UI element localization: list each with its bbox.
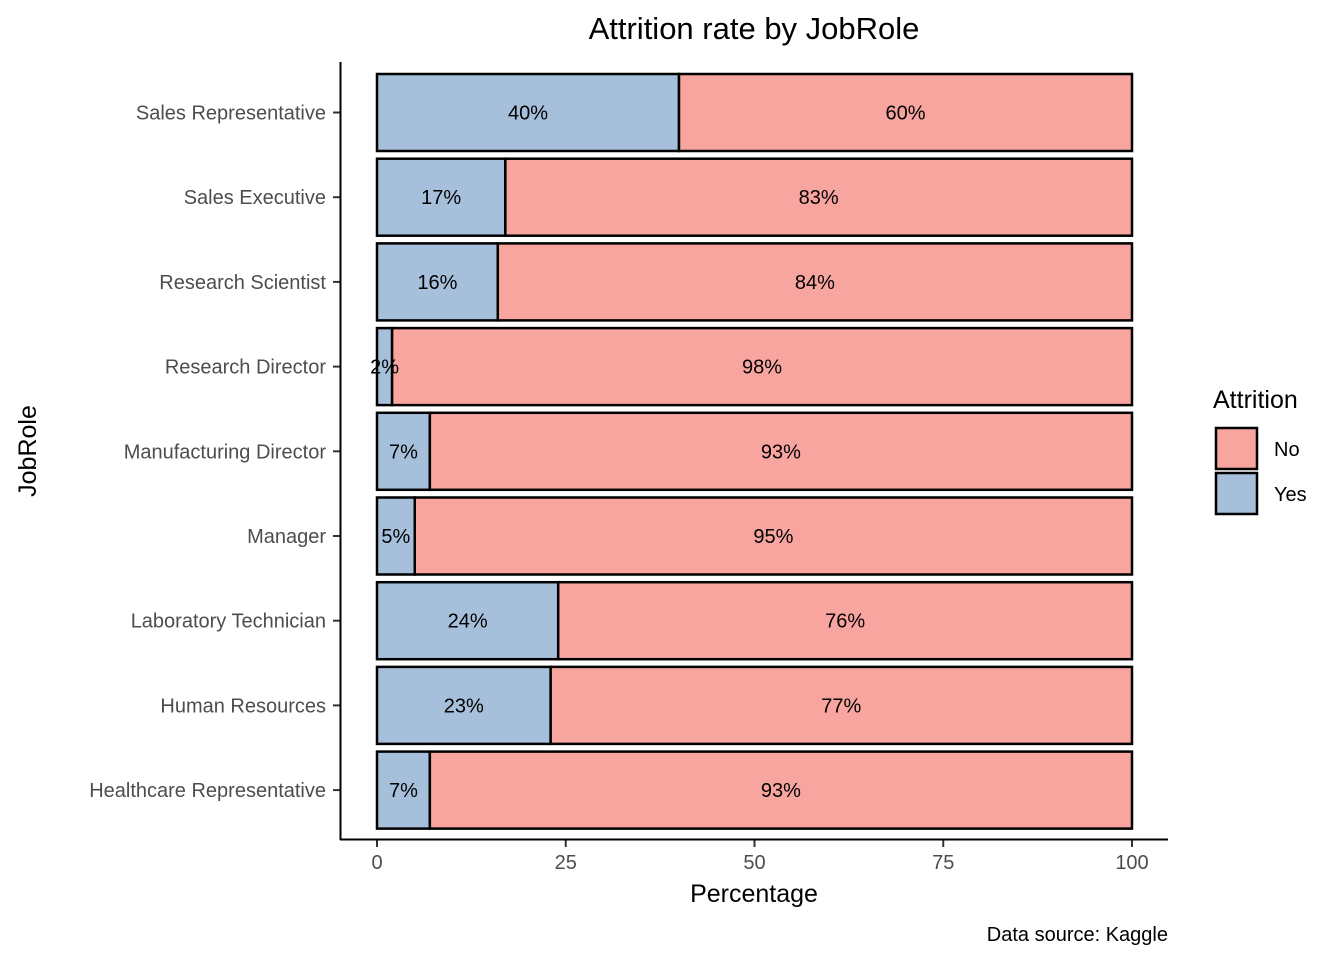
chart-title: Attrition rate by JobRole	[589, 11, 920, 46]
bar-laboratory-technician-yes	[375, 580, 560, 661]
y-tick-label: Research Director	[165, 357, 327, 379]
bar-laboratory-technician-no	[556, 580, 1134, 661]
y-tick-label: Healthcare Representative	[89, 780, 326, 802]
legend-label-no: No	[1274, 439, 1300, 461]
bar-sales-representative-no	[677, 72, 1134, 153]
x-tick-label: 100	[1115, 852, 1148, 874]
bar-label-manager-yes: 5%	[381, 526, 410, 548]
y-tick-label: Research Scientist	[159, 272, 326, 294]
bar-label-manager-no: 95%	[753, 526, 793, 548]
bar-label-sales-executive-yes: 17%	[421, 187, 461, 209]
x-tick-label: 0	[371, 852, 382, 874]
x-axis-title: Percentage	[690, 880, 818, 908]
bar-sales-executive-yes	[375, 157, 507, 237]
caption: Data source: Kaggle	[987, 924, 1168, 946]
legend-label-yes: Yes	[1274, 484, 1307, 506]
bar-label-manufacturing-director-yes: 7%	[389, 441, 418, 463]
legend-title: Attrition	[1213, 386, 1298, 414]
bar-manager-yes	[375, 496, 416, 576]
bar-healthcare-representative-yes	[375, 750, 432, 830]
bar-manufacturing-director-no	[428, 411, 1134, 492]
bar-label-sales-representative-no: 60%	[885, 103, 925, 125]
x-tick-label: 75	[932, 852, 954, 874]
bar-label-laboratory-technician-yes: 24%	[448, 611, 488, 633]
bar-human-resources-no	[549, 665, 1134, 746]
bar-label-sales-executive-no: 83%	[799, 187, 839, 209]
bar-healthcare-representative-no	[428, 750, 1134, 830]
bar-label-human-resources-yes: 23%	[444, 695, 484, 717]
y-tick-label: Manufacturing Director	[124, 441, 327, 463]
y-tick-label: Sales Executive	[184, 187, 326, 209]
legend: Attrition No Yes	[1213, 386, 1307, 516]
y-axis-title: JobRole	[14, 405, 42, 497]
bar-label-research-scientist-yes: 16%	[417, 272, 457, 294]
y-tick-label: Human Resources	[160, 695, 326, 717]
y-tick-label: Sales Representative	[136, 103, 326, 125]
x-axis-ticks: 0 25 50 75 100	[371, 840, 1149, 874]
y-tick-label: Laboratory Technician	[131, 611, 326, 633]
bar-label-manufacturing-director-no: 93%	[761, 441, 801, 463]
bar-label-research-director-yes: 2%	[370, 357, 399, 379]
bar-sales-representative-yes	[375, 72, 681, 153]
y-tick-label: Manager	[247, 526, 326, 548]
x-tick-label: 50	[743, 852, 765, 874]
bar-manager-no	[413, 496, 1134, 576]
bar-research-director-no	[390, 326, 1134, 407]
bar-manufacturing-director-yes	[375, 411, 432, 492]
legend-swatch-no	[1214, 426, 1259, 471]
bar-sales-executive-no	[504, 157, 1134, 237]
plot-area: 7% 93% 23% 77% 24% 76% 5% 95% 7% 93% 2% 98% 16% 84% 17…	[370, 72, 1134, 830]
bar-research-scientist-no	[496, 242, 1134, 322]
bar-research-scientist-yes	[375, 242, 500, 322]
bar-label-sales-representative-yes: 40%	[508, 103, 548, 125]
bar-label-research-director-no: 98%	[742, 357, 782, 379]
x-tick-label: 25	[555, 852, 577, 874]
bar-human-resources-yes	[375, 665, 552, 746]
bar-label-laboratory-technician-no: 76%	[825, 611, 865, 633]
y-axis-ticks: Healthcare Representative Human Resources…	[89, 103, 340, 802]
bar-label-human-resources-no: 77%	[821, 695, 861, 717]
bar-label-healthcare-representative-no: 93%	[761, 780, 801, 802]
legend-swatch-yes	[1214, 471, 1259, 516]
bar-label-research-scientist-no: 84%	[795, 272, 835, 294]
bar-label-healthcare-representative-yes: 7%	[389, 780, 418, 802]
